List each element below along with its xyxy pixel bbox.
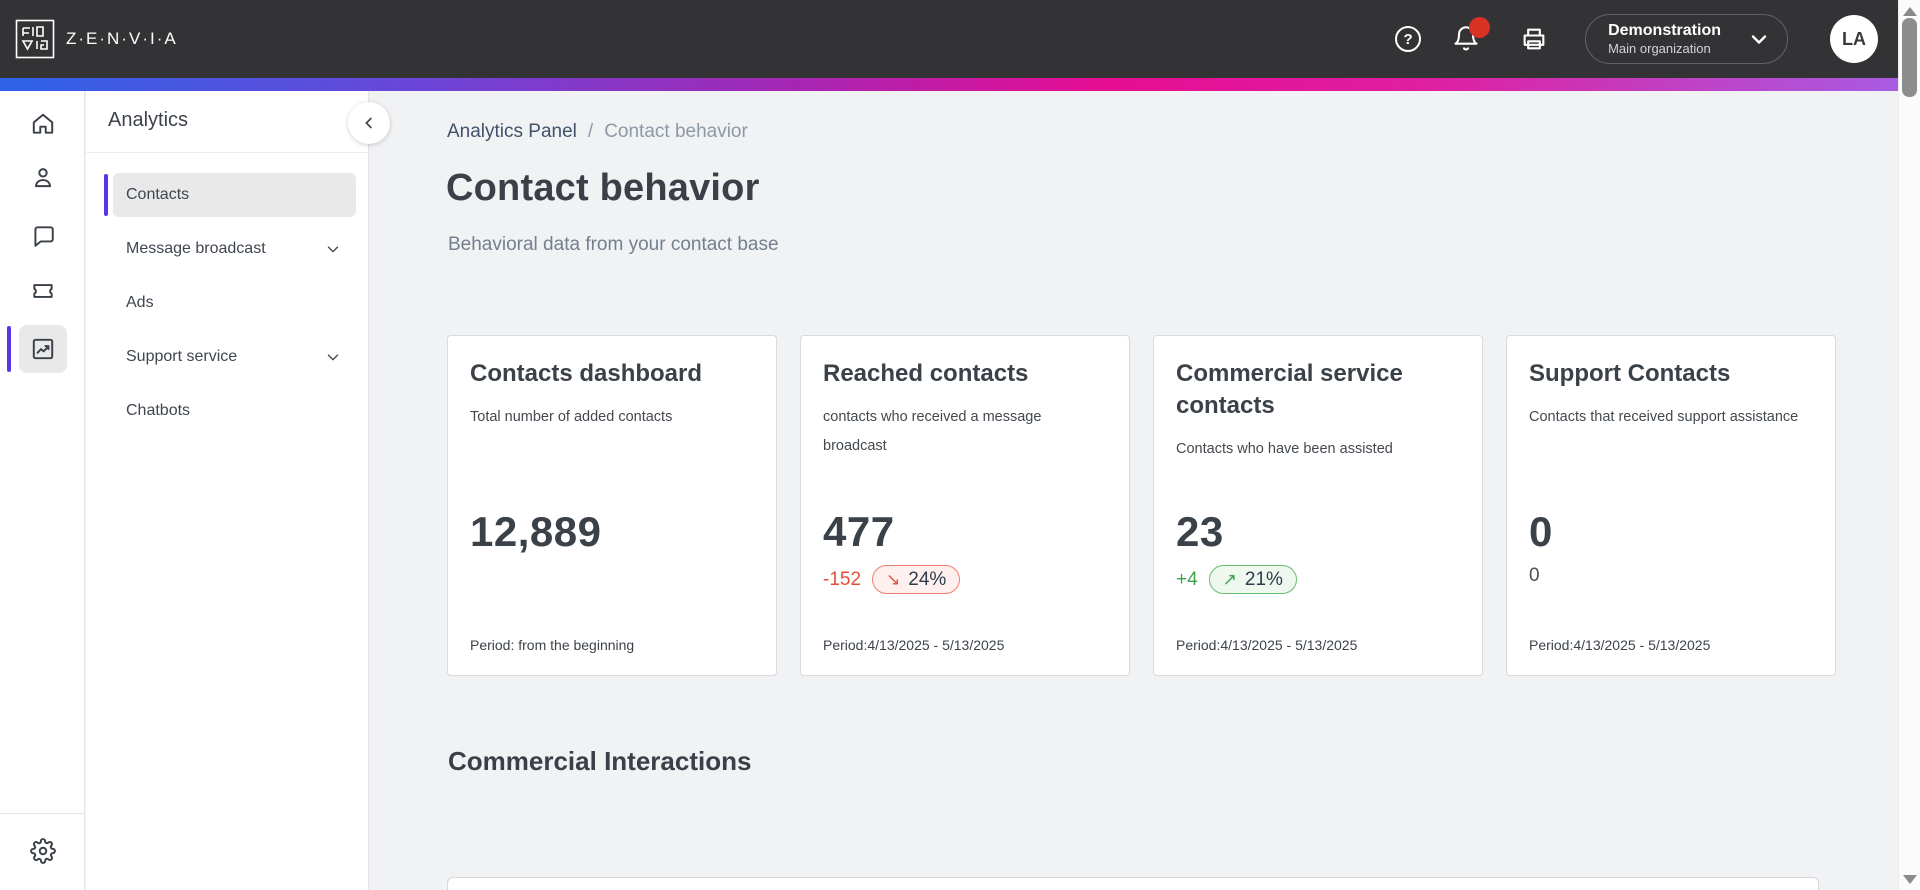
icon-rail bbox=[0, 91, 85, 890]
gear-icon bbox=[30, 838, 56, 864]
card-period: Period:4/13/2025 - 5/13/2025 bbox=[1529, 637, 1711, 653]
card-description: contacts who received a message broadcas… bbox=[823, 408, 1042, 454]
panel-title: Analytics bbox=[108, 109, 189, 131]
card-title: Reached contacts bbox=[823, 360, 1029, 387]
card-value: 23 bbox=[1176, 508, 1224, 555]
topbar: Z·E·N·V·I·A ? Demonstration Main organiz… bbox=[0, 0, 1898, 78]
sidebar-item-home[interactable] bbox=[19, 100, 67, 148]
commercial-interactions-card bbox=[447, 877, 1819, 890]
card-support-contacts: Support Contacts Contacts that received … bbox=[1506, 335, 1836, 676]
rail-divider bbox=[0, 813, 85, 814]
chevron-left-icon bbox=[365, 117, 372, 129]
print-button[interactable] bbox=[1519, 24, 1549, 54]
menu-item-support-service[interactable]: Support service bbox=[113, 335, 356, 379]
scrollbar-down-arrow[interactable] bbox=[1903, 875, 1917, 884]
card-reached-contacts: Reached contacts contacts who received a… bbox=[800, 335, 1130, 676]
delta-row: -152 ↘ 24% bbox=[823, 565, 961, 594]
menu-item-message-broadcast[interactable]: Message broadcast bbox=[113, 227, 356, 271]
avatar-initials: LA bbox=[1842, 28, 1866, 49]
card-description: Contacts that received support assistanc… bbox=[1529, 408, 1799, 425]
page-title: Contact behavior bbox=[446, 167, 760, 209]
card-period: Period:4/13/2025 - 5/13/2025 bbox=[823, 637, 1005, 653]
help-icon: ? bbox=[1395, 26, 1422, 52]
menu-item-contacts[interactable]: Contacts bbox=[104, 173, 356, 217]
organization-subtitle: Main organization bbox=[1608, 40, 1711, 56]
menu-item-ads[interactable]: Ads bbox=[113, 281, 356, 325]
delta-value: -152 bbox=[823, 568, 862, 590]
section-title-commercial-interactions: Commercial Interactions bbox=[448, 746, 752, 776]
notification-badge bbox=[1469, 17, 1491, 38]
card-value: 477 bbox=[823, 508, 895, 555]
main-content: Analytics Panel / Contact behavior Conta… bbox=[370, 91, 1898, 890]
organization-texts: Demonstration Main organization bbox=[1608, 21, 1721, 57]
stat-cards-row: Contacts dashboard Total number of added… bbox=[447, 335, 1836, 676]
sidebar-item-conversations[interactable] bbox=[19, 212, 67, 260]
trend-badge: ↘ 24% bbox=[872, 565, 961, 594]
person-icon bbox=[34, 168, 52, 188]
card-period: Period:4/13/2025 - 5/13/2025 bbox=[1176, 637, 1358, 653]
delta-row: +4 ↗ 21% bbox=[1176, 565, 1297, 594]
breadcrumb-current: Contact behavior bbox=[604, 121, 748, 142]
card-value: 12,889 bbox=[470, 508, 602, 555]
menu-item-label: Support service bbox=[126, 348, 238, 365]
delta-row: 0 bbox=[1529, 565, 1540, 587]
scrollbar-up-arrow[interactable] bbox=[1903, 7, 1917, 16]
page-subtitle: Behavioral data from your contact base bbox=[448, 234, 779, 255]
card-period: Period: from the beginning bbox=[470, 637, 635, 653]
chevron-down-icon bbox=[1747, 27, 1771, 51]
user-avatar[interactable]: LA bbox=[1830, 15, 1878, 63]
sidebar-item-tickets[interactable] bbox=[19, 267, 67, 315]
card-contacts-dashboard: Contacts dashboard Total number of added… bbox=[447, 335, 777, 676]
menu-item-label: Chatbots bbox=[126, 402, 191, 419]
breadcrumb-separator: / bbox=[587, 121, 594, 142]
line-chart-icon bbox=[32, 338, 54, 360]
card-value: 0 bbox=[1529, 508, 1553, 555]
breadcrumb: Analytics Panel / Contact behavior bbox=[447, 121, 748, 143]
analytics-panel: Analytics Contacts Message broadcast Ads… bbox=[86, 91, 369, 890]
trend-up-icon: ↗ bbox=[1222, 569, 1237, 589]
analytics-menu: Contacts Message broadcast Ads Support s… bbox=[104, 173, 356, 443]
brand-gradient-bar bbox=[0, 78, 1898, 91]
card-description: Contacts who have been assisted bbox=[1176, 440, 1393, 457]
sidebar-item-analytics[interactable] bbox=[7, 325, 67, 373]
sidebar-item-contacts[interactable] bbox=[19, 154, 67, 202]
ticket-icon bbox=[33, 284, 53, 298]
card-title: Commercial service contacts bbox=[1176, 360, 1403, 419]
card-title: Contacts dashboard bbox=[470, 360, 703, 387]
trend-percentage: 24% bbox=[908, 568, 947, 590]
card-description: Total number of added contacts bbox=[470, 408, 673, 425]
delta-value: +4 bbox=[1176, 568, 1198, 590]
brand-text: Z·E·N·V·I·A bbox=[66, 29, 178, 48]
home-icon bbox=[32, 113, 54, 134]
sidebar-item-settings[interactable] bbox=[19, 827, 67, 875]
help-button[interactable]: ? bbox=[1393, 24, 1423, 54]
card-title: Support Contacts bbox=[1529, 360, 1731, 387]
chevron-down-icon bbox=[324, 240, 342, 258]
notifications-button[interactable] bbox=[1451, 17, 1491, 54]
menu-item-label: Message broadcast bbox=[126, 240, 266, 257]
menu-item-label: Contacts bbox=[126, 186, 190, 203]
menu-item-chatbots[interactable]: Chatbots bbox=[113, 389, 356, 433]
breadcrumb-parent-link[interactable]: Analytics Panel bbox=[447, 121, 577, 142]
delta-value: 0 bbox=[1529, 565, 1540, 586]
trend-down-icon: ↘ bbox=[886, 569, 901, 589]
chat-bubble-icon bbox=[34, 226, 54, 247]
printer-icon bbox=[1523, 28, 1545, 50]
chevron-down-icon bbox=[324, 348, 342, 366]
scrollbar-thumb[interactable] bbox=[1902, 18, 1917, 97]
organization-name: Demonstration bbox=[1608, 21, 1721, 39]
collapse-panel-button[interactable] bbox=[348, 102, 390, 144]
page-scrollbar[interactable] bbox=[1898, 0, 1920, 890]
card-commercial-service-contacts: Commercial service contacts Contacts who… bbox=[1153, 335, 1483, 676]
zenvia-logo-icon bbox=[15, 19, 55, 59]
bell-icon bbox=[1454, 26, 1478, 51]
trend-badge: ↗ 21% bbox=[1208, 565, 1297, 594]
trend-percentage: 21% bbox=[1244, 568, 1283, 590]
menu-item-label: Ads bbox=[126, 294, 154, 311]
organization-switcher[interactable]: Demonstration Main organization bbox=[1585, 14, 1788, 64]
panel-divider bbox=[86, 152, 368, 153]
